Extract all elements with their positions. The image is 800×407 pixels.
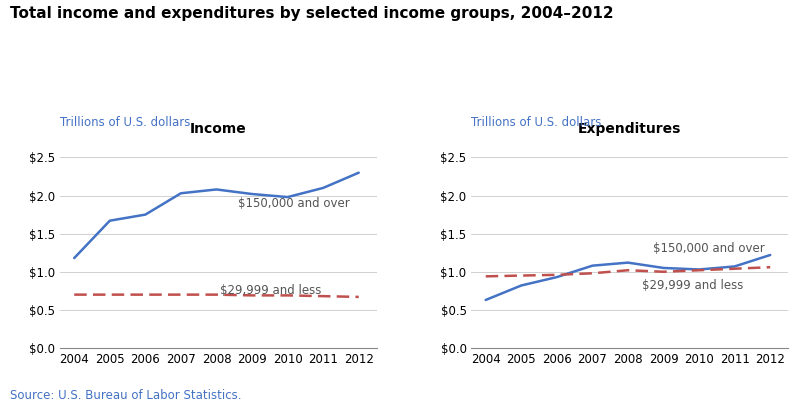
Text: Trillions of U.S. dollars: Trillions of U.S. dollars — [471, 116, 602, 129]
Text: $29,999 and less: $29,999 and less — [220, 284, 322, 297]
Text: $29,999 and less: $29,999 and less — [642, 279, 743, 292]
Title: Income: Income — [190, 122, 246, 136]
Text: $150,000 and over: $150,000 and over — [653, 243, 765, 256]
Title: Expenditures: Expenditures — [578, 122, 682, 136]
Text: $150,000 and over: $150,000 and over — [238, 197, 350, 210]
Text: Trillions of U.S. dollars: Trillions of U.S. dollars — [60, 116, 190, 129]
Text: Total income and expenditures by selected income groups, 2004–2012: Total income and expenditures by selecte… — [10, 6, 614, 21]
Text: Source: U.S. Bureau of Labor Statistics.: Source: U.S. Bureau of Labor Statistics. — [10, 389, 242, 402]
